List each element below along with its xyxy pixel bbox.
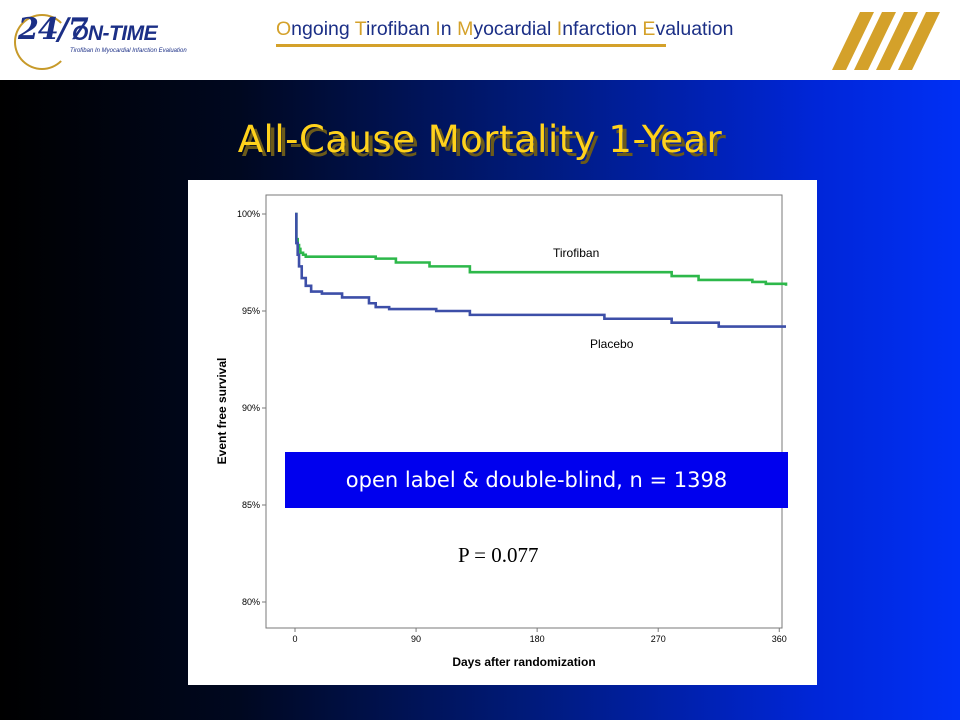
series-label-tirofiban: Tirofiban (553, 246, 599, 260)
trial-name-part: nfarction (562, 18, 643, 40)
series-line-tirofiban (295, 212, 788, 286)
x-tick-label: 180 (530, 634, 545, 644)
survival-chart: 80% 85% 90% 95% 100% 0 90 180 270 360 Days after r… (215, 194, 788, 669)
trial-name-part: I (556, 18, 563, 40)
series-line-placebo (295, 212, 786, 328)
header-banner: 24/7 ON-TIME Tirofiban In Myocardial Inf… (0, 0, 960, 80)
trial-name-part: M (457, 18, 474, 40)
trial-name-part: valuation (655, 18, 734, 40)
trial-name-part: irofiban (366, 18, 436, 40)
trial-name-part: E (642, 18, 656, 40)
trial-name-part: O (276, 18, 292, 40)
study-design-callout: open label & double-blind, n = 1398 (285, 452, 788, 508)
trial-name-underline (276, 44, 666, 47)
plot-frame (265, 194, 783, 629)
y-tick-label: 100% (237, 209, 260, 219)
trial-logo: 24/7 ON-TIME Tirofiban In Myocardial Inf… (14, 8, 187, 74)
stripes-logo-icon (832, 12, 940, 70)
trial-name-part: T (354, 18, 366, 40)
x-tick-label: 90 (411, 634, 421, 644)
clock-ring-icon (14, 14, 70, 70)
y-tick-label: 95% (242, 306, 260, 316)
y-tick-label: 90% (242, 403, 260, 413)
x-axis-title: Days after randomization (452, 655, 595, 669)
slide-title: All-Cause Mortality 1-Year (237, 118, 723, 161)
y-tick-label: 85% (242, 500, 260, 510)
x-tick-label: 270 (651, 634, 666, 644)
trial-name-part: yocardial (473, 18, 557, 40)
series-label-placebo: Placebo (590, 337, 634, 351)
trial-name-part: n (440, 18, 458, 40)
trial-name-part: I (435, 18, 441, 40)
logo-numeral: 24/7 (18, 12, 89, 47)
logo-name: ON-TIME (72, 22, 158, 45)
y-axis-title: Event free survival (215, 358, 229, 465)
survival-chart-panel: 80% 85% 90% 95% 100% 0 90 180 270 360 Days after r… (188, 180, 817, 685)
p-value-label: P = 0.077 (458, 543, 539, 567)
x-tick-label: 0 (292, 634, 297, 644)
y-tick-label: 80% (242, 597, 260, 607)
x-tick-label: 360 (772, 634, 787, 644)
trial-full-name: Ongoing Tirofiban In Myocardial Infarcti… (276, 18, 734, 41)
logo-subtitle: Tirofiban In Myocardial Infarction Evalu… (70, 48, 187, 54)
trial-name-part: ngoing (291, 18, 355, 40)
